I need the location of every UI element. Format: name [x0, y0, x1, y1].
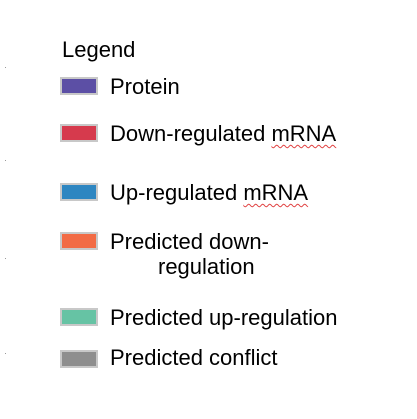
legend-label-predicted-down-regulation: Predicted down- regulation [110, 229, 269, 279]
legend-swatch-protein [60, 77, 98, 95]
legend-label-up-regulated-mrna: Up-regulated mRNA [110, 180, 308, 205]
legend-label-down-regulated-mrna-word: mRNA [271, 121, 337, 146]
legend-swatch-predicted-up-regulation [60, 308, 98, 326]
edge-mark [5, 160, 6, 161]
legend-label-up-regulated-mrna-word: mRNA [243, 180, 309, 205]
legend-label-predicted-conflict: Predicted conflict [110, 345, 278, 370]
legend-label-predicted-down-line1: Predicted down- [110, 229, 269, 254]
legend-label-protein: Protein [110, 74, 180, 99]
legend-swatch-up-regulated-mrna [60, 183, 98, 201]
legend-label-predicted-down-line2: regulation [158, 254, 255, 279]
legend-swatch-predicted-down-regulation [60, 232, 98, 250]
legend-swatch-predicted-conflict [60, 350, 98, 368]
legend-label-predicted-up-regulation: Predicted up-regulation [110, 305, 338, 330]
legend-title: Legend [62, 37, 136, 62]
legend-label-up-regulated-prefix: Up-regulated [110, 180, 244, 205]
edge-mark [5, 258, 6, 259]
legend-label-down-regulated-mrna: Down-regulated mRNA [110, 121, 336, 146]
edge-mark [5, 353, 6, 354]
legend-swatch-down-regulated-mrna [60, 124, 98, 142]
legend-label-down-regulated-prefix: Down-regulated [110, 121, 272, 146]
edge-mark [5, 67, 6, 68]
